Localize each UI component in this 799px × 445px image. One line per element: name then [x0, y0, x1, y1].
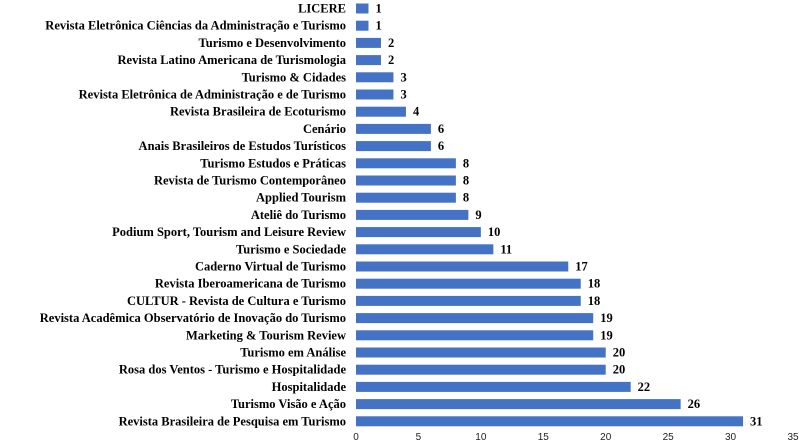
- x-tick-label: 30: [725, 432, 737, 443]
- category-label: Hospitalidade: [272, 380, 347, 394]
- x-tick-label: 15: [538, 432, 550, 443]
- category-label: Turismo Estudos e Práticas: [200, 156, 346, 170]
- category-label: Turismo & Cidades: [242, 70, 347, 84]
- bar: [356, 209, 469, 220]
- x-tick-label: 20: [600, 432, 612, 443]
- data-label: 1: [375, 2, 381, 16]
- category-label: Rosa dos Ventos - Turismo e Hospitalidad…: [119, 363, 347, 377]
- data-label: 20: [613, 363, 626, 377]
- bar: [356, 3, 369, 14]
- bar: [356, 141, 431, 152]
- data-label: 10: [488, 225, 501, 239]
- category-label: LICERE: [298, 2, 346, 16]
- data-label: 6: [438, 122, 444, 136]
- bar: [356, 416, 744, 427]
- data-label: 22: [638, 380, 651, 394]
- data-label: 6: [438, 139, 444, 153]
- bar: [356, 55, 381, 66]
- data-label: 2: [388, 53, 394, 67]
- category-label: Revista de Turismo Contemporâneo: [154, 174, 346, 188]
- bar: [356, 123, 431, 134]
- category-label: Anais Brasileiros de Estudos Turísticos: [139, 139, 347, 153]
- data-label: 8: [463, 156, 469, 170]
- category-label: Turismo e Sociedade: [236, 242, 346, 256]
- data-label: 18: [588, 294, 601, 308]
- x-tick-label: 25: [663, 432, 675, 443]
- bar: [356, 330, 594, 341]
- bar: [356, 72, 394, 83]
- bar: [356, 364, 606, 375]
- bar: [356, 399, 681, 410]
- category-label: Marketing & Tourism Review: [186, 328, 346, 342]
- category-label: CULTUR - Revista de Cultura e Turismo: [127, 294, 346, 308]
- category-label: Revista Brasileira de Ecoturismo: [170, 105, 346, 119]
- bar: [356, 295, 581, 306]
- data-label: 17: [575, 260, 588, 274]
- data-label: 18: [588, 277, 601, 291]
- category-label: Turismo Visão e Ação: [231, 397, 346, 411]
- data-label: 3: [400, 70, 406, 84]
- bar: [356, 347, 606, 358]
- bar: [356, 278, 581, 289]
- category-label: Turismo em Análise: [240, 346, 346, 360]
- bar: [356, 37, 381, 48]
- bar: [356, 227, 481, 238]
- data-label: 19: [600, 328, 613, 342]
- data-label: 11: [500, 242, 512, 256]
- data-label: 2: [388, 36, 394, 50]
- category-label: Applied Tourism: [256, 191, 347, 205]
- bar: [356, 106, 406, 117]
- bar: [356, 313, 594, 324]
- x-tick-label: 5: [416, 432, 422, 443]
- bar: [356, 244, 494, 255]
- category-label: Revista Acadêmica Observatório de Inovaç…: [40, 311, 346, 325]
- data-label: 3: [400, 88, 406, 102]
- bar: [356, 158, 456, 169]
- category-label: Podium Sport, Tourism and Leisure Review: [112, 225, 346, 239]
- category-label: Ateliê do Turismo: [251, 208, 346, 222]
- category-label: Revista Eletrônica de Administração e de…: [79, 88, 346, 102]
- x-tick-label: 0: [353, 432, 359, 443]
- x-tick-label: 35: [787, 432, 799, 443]
- category-label: Revista Iberoamericana de Turismo: [155, 277, 346, 291]
- bar: [356, 192, 456, 203]
- data-label: 8: [463, 191, 469, 205]
- data-label: 8: [463, 174, 469, 188]
- category-label: Cenário: [303, 122, 346, 136]
- data-label: 20: [613, 346, 626, 360]
- x-tick-label: 10: [475, 432, 487, 443]
- data-label: 1: [375, 19, 381, 33]
- data-label: 4: [413, 105, 420, 119]
- category-label: Turismo e Desenvolvimento: [199, 36, 346, 50]
- bar: [356, 175, 456, 186]
- bar: [356, 261, 569, 272]
- category-label: Revista Brasileira de Pesquisa em Turism…: [119, 414, 346, 428]
- data-label: 9: [475, 208, 481, 222]
- bar: [356, 89, 394, 100]
- data-label: 26: [688, 397, 701, 411]
- category-label: Revista Latino Americana de Turismologia: [118, 53, 347, 67]
- bar: [356, 20, 369, 31]
- data-label: 31: [750, 414, 763, 428]
- category-label: Caderno Virtual de Turismo: [195, 260, 346, 274]
- category-label: Revista Eletrônica Ciências da Administr…: [45, 19, 346, 33]
- data-label: 19: [600, 311, 613, 325]
- bar: [356, 381, 631, 392]
